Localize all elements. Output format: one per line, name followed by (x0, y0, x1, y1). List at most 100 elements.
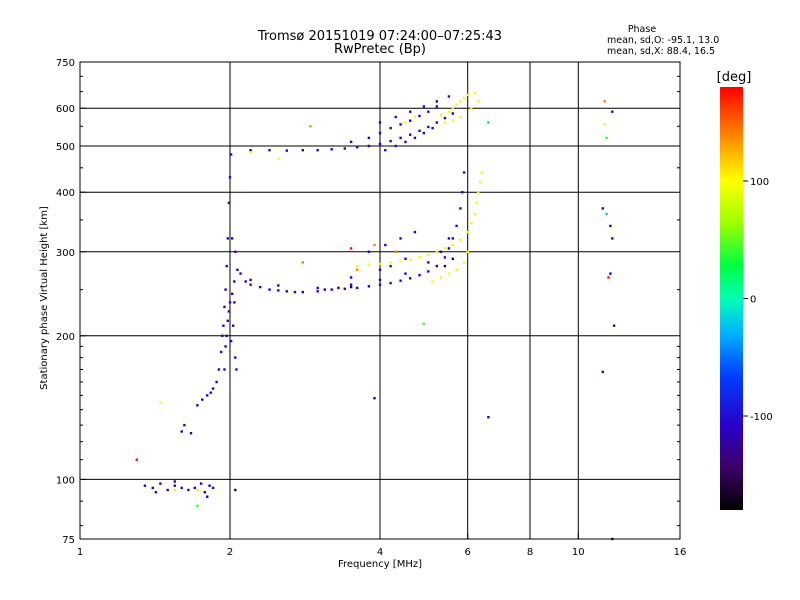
data-point (249, 149, 252, 152)
data-point (201, 398, 204, 401)
data-point (439, 276, 443, 279)
data-point (404, 140, 407, 144)
colorbar (720, 87, 743, 510)
data-point (451, 237, 454, 240)
data-point (180, 486, 183, 490)
data-point (199, 482, 203, 485)
data-point (459, 100, 462, 103)
data-point (413, 230, 417, 234)
data-point (166, 488, 169, 492)
data-point (301, 149, 304, 152)
data-point (356, 264, 359, 268)
data-point (373, 397, 376, 400)
data-point (470, 221, 473, 225)
data-point (227, 310, 231, 313)
data-point (378, 121, 382, 124)
data-point (224, 288, 227, 291)
data-point (259, 285, 262, 289)
data-point (154, 491, 158, 494)
data-point (229, 339, 233, 343)
x-tick-label: 4 (377, 547, 383, 558)
data-point (601, 207, 604, 210)
data-point (439, 250, 443, 253)
data-point (443, 247, 447, 250)
data-point (235, 368, 238, 371)
data-point (356, 146, 359, 149)
stats-line-o: mean, sd,O: -95.1, 13.0 (607, 35, 719, 46)
data-point (389, 139, 392, 143)
data-point (384, 243, 387, 247)
data-point (232, 324, 235, 327)
data-point (477, 100, 480, 103)
data-point (409, 119, 412, 122)
data-point (173, 484, 176, 487)
grid (80, 62, 680, 539)
x-axis-label: Frequency [MHz] (338, 559, 422, 570)
data-point (378, 268, 382, 271)
data-point (478, 180, 482, 184)
data-point (447, 237, 451, 240)
data-point (451, 119, 454, 122)
data-point (466, 230, 469, 234)
data-point (180, 430, 183, 433)
data-point (431, 126, 434, 130)
data-point (404, 272, 407, 275)
data-point (227, 201, 231, 204)
data-point (422, 105, 426, 108)
data-point (301, 290, 304, 294)
data-point (285, 149, 288, 152)
data-point (373, 243, 376, 247)
data-point (277, 289, 280, 292)
data-point (459, 115, 462, 119)
data-point (224, 345, 227, 348)
data-point (143, 484, 147, 487)
data-point (435, 121, 438, 124)
data-point (413, 136, 417, 140)
data-point (394, 115, 397, 119)
data-point (447, 272, 451, 275)
data-point (409, 133, 412, 136)
data-point (151, 486, 154, 490)
data-point (462, 261, 466, 264)
data-point (226, 319, 229, 322)
data-point (603, 100, 606, 103)
y-tick-label: 400 (56, 188, 75, 199)
data-point (409, 110, 412, 113)
data-point (605, 136, 608, 140)
data-point (135, 458, 138, 461)
data-point (389, 126, 392, 130)
data-point (409, 258, 412, 261)
data-point (203, 491, 206, 494)
data-point (211, 486, 215, 490)
data-point (309, 125, 312, 128)
data-point (234, 356, 237, 359)
data-point (349, 247, 353, 250)
data-point (236, 268, 239, 271)
data-point (367, 136, 371, 140)
data-point (409, 277, 412, 280)
data-point (461, 191, 464, 194)
data-point (435, 100, 438, 103)
data-point (228, 176, 232, 179)
data-point (427, 261, 430, 264)
data-point (601, 370, 604, 374)
data-point (206, 394, 209, 397)
data-point (316, 149, 319, 152)
data-point (451, 112, 454, 115)
data-point (418, 114, 421, 118)
colorbar-ticks: 100 0 -100 (743, 177, 773, 423)
data-point (356, 268, 359, 271)
data-point (394, 144, 397, 148)
data-point (349, 283, 353, 286)
y-tick-label: 75 (62, 535, 75, 546)
data-point (343, 287, 346, 290)
data-point (399, 237, 402, 240)
x-tick-label: 16 (674, 547, 687, 558)
colorbar-tick-label: 100 (750, 177, 769, 188)
data-point (609, 272, 612, 275)
data-point (394, 250, 397, 253)
data-point (447, 95, 451, 98)
data-point (225, 264, 228, 268)
data-point (435, 250, 438, 253)
